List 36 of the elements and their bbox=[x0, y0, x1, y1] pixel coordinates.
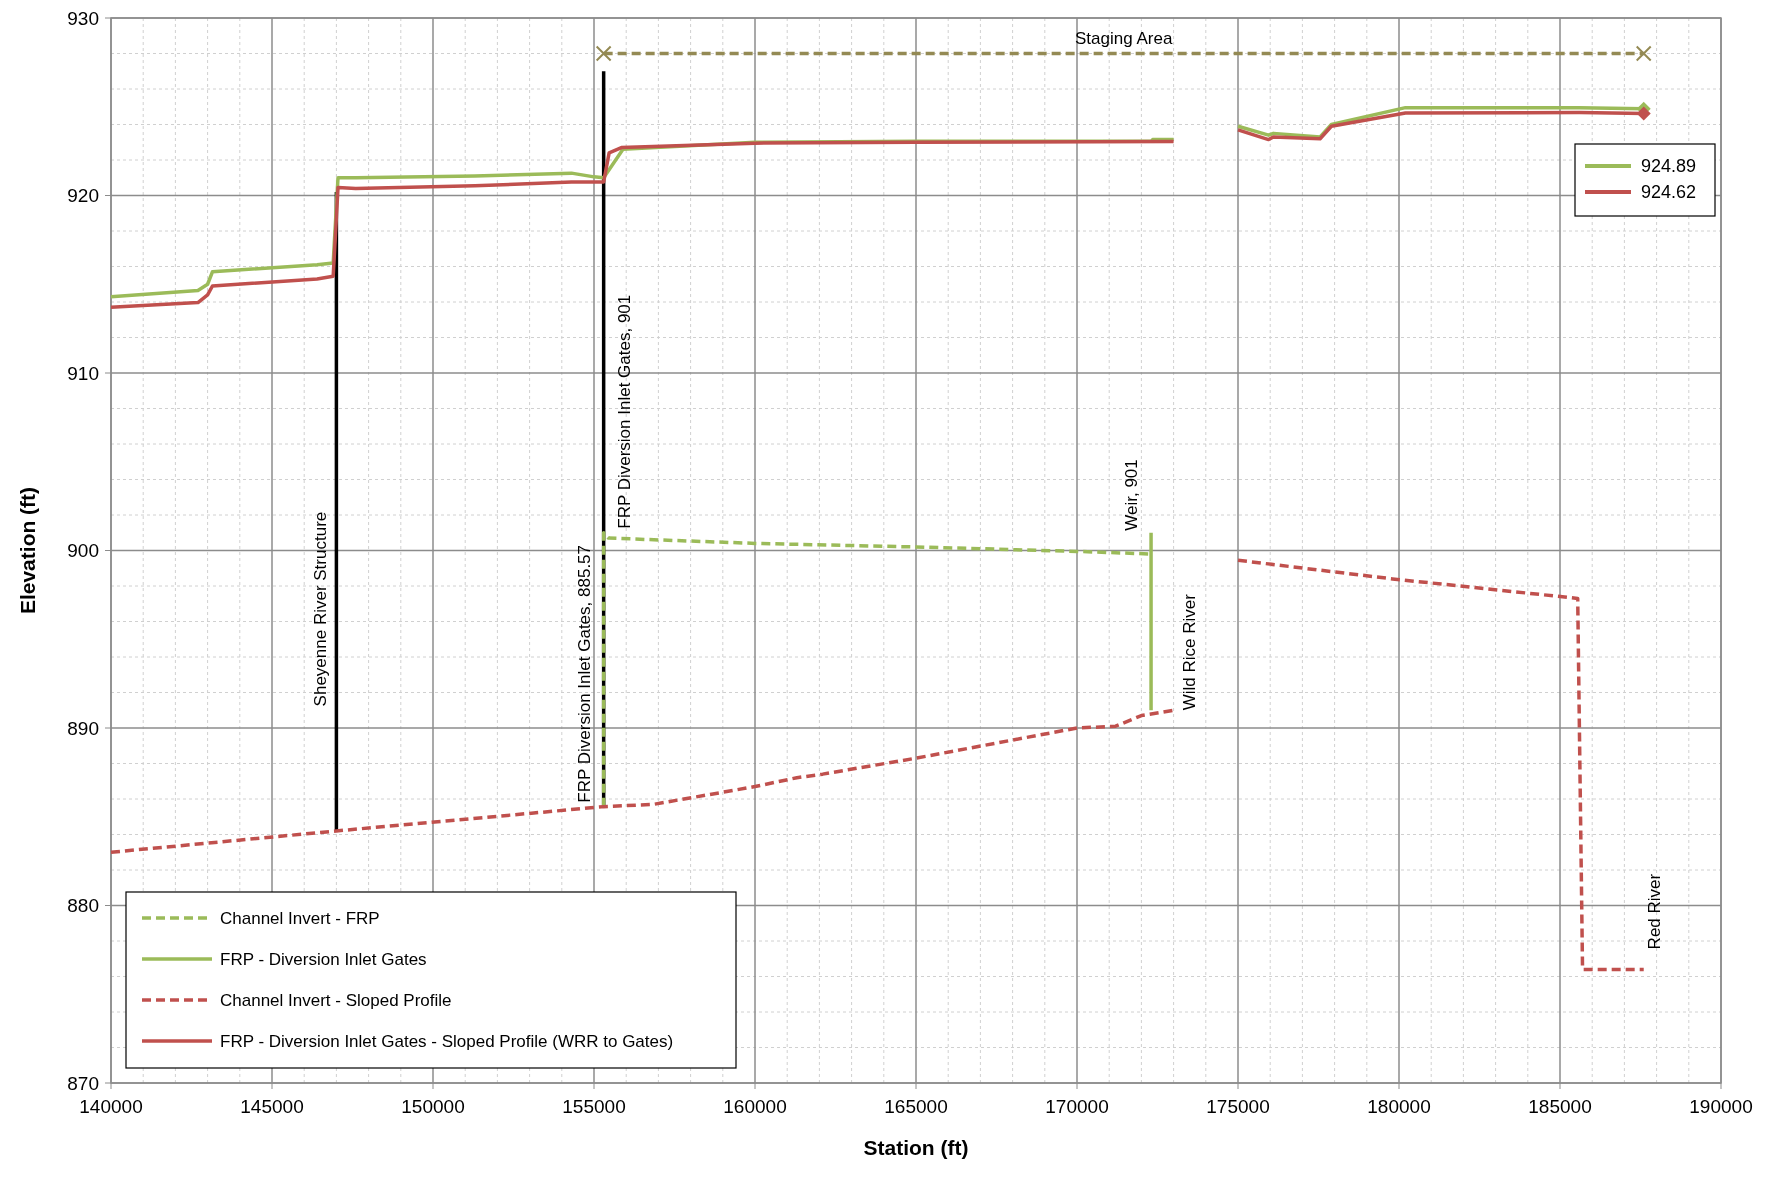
x-tick-label: 150000 bbox=[401, 1096, 465, 1117]
point bbox=[1636, 106, 1651, 121]
x-tick-label: 165000 bbox=[884, 1096, 948, 1117]
x-tick-label: 180000 bbox=[1367, 1096, 1431, 1117]
y-tick-label: 880 bbox=[67, 895, 99, 917]
annotation: FRP Diversion Inlet Gates, 901 bbox=[614, 294, 634, 529]
y-tick-label: 920 bbox=[67, 185, 99, 207]
legend-label: FRP - Diversion Inlet Gates bbox=[220, 949, 427, 969]
point bbox=[1635, 45, 1652, 62]
y-tick-label: 910 bbox=[67, 362, 99, 384]
x-tick-label: 185000 bbox=[1528, 1096, 1592, 1117]
y-tick-label: 890 bbox=[67, 717, 99, 739]
x-axis-title: Station (ft) bbox=[863, 1136, 969, 1159]
annotation: Red River bbox=[1644, 873, 1664, 950]
x-tick-label: 175000 bbox=[1206, 1096, 1270, 1117]
x-tick-label: 155000 bbox=[562, 1096, 626, 1117]
annotation: Sheyenne River Structure bbox=[311, 511, 331, 707]
legend-label: Channel Invert - Sloped Profile bbox=[220, 990, 452, 1010]
annotation: Weir, 901 bbox=[1122, 459, 1142, 531]
x-tick-label: 145000 bbox=[240, 1096, 304, 1117]
series-label: Staging Area bbox=[1075, 28, 1173, 48]
y-tick-label: 930 bbox=[67, 7, 99, 29]
legend-label: Channel Invert - FRP bbox=[220, 908, 380, 928]
y-tick-label: 900 bbox=[67, 540, 99, 562]
y-tick-label: 870 bbox=[67, 1072, 99, 1094]
x-tick-label: 190000 bbox=[1689, 1096, 1753, 1117]
legend-label: 924.89 bbox=[1641, 156, 1697, 177]
x-tick-label: 170000 bbox=[1045, 1096, 1109, 1117]
x-tick-label: 160000 bbox=[723, 1096, 787, 1117]
annotation: FRP Diversion Inlet Gates, 885.57 bbox=[574, 544, 594, 803]
legend-label: 924.62 bbox=[1641, 182, 1697, 203]
legend-label: FRP - Diversion Inlet Gates - Sloped Profile (WRR to Gates) bbox=[220, 1031, 674, 1051]
point bbox=[595, 45, 612, 62]
y-axis-title: Elevation (ft) bbox=[16, 486, 39, 615]
x-tick-label: 140000 bbox=[79, 1096, 143, 1117]
annotation: Wild Rice River bbox=[1180, 593, 1200, 711]
